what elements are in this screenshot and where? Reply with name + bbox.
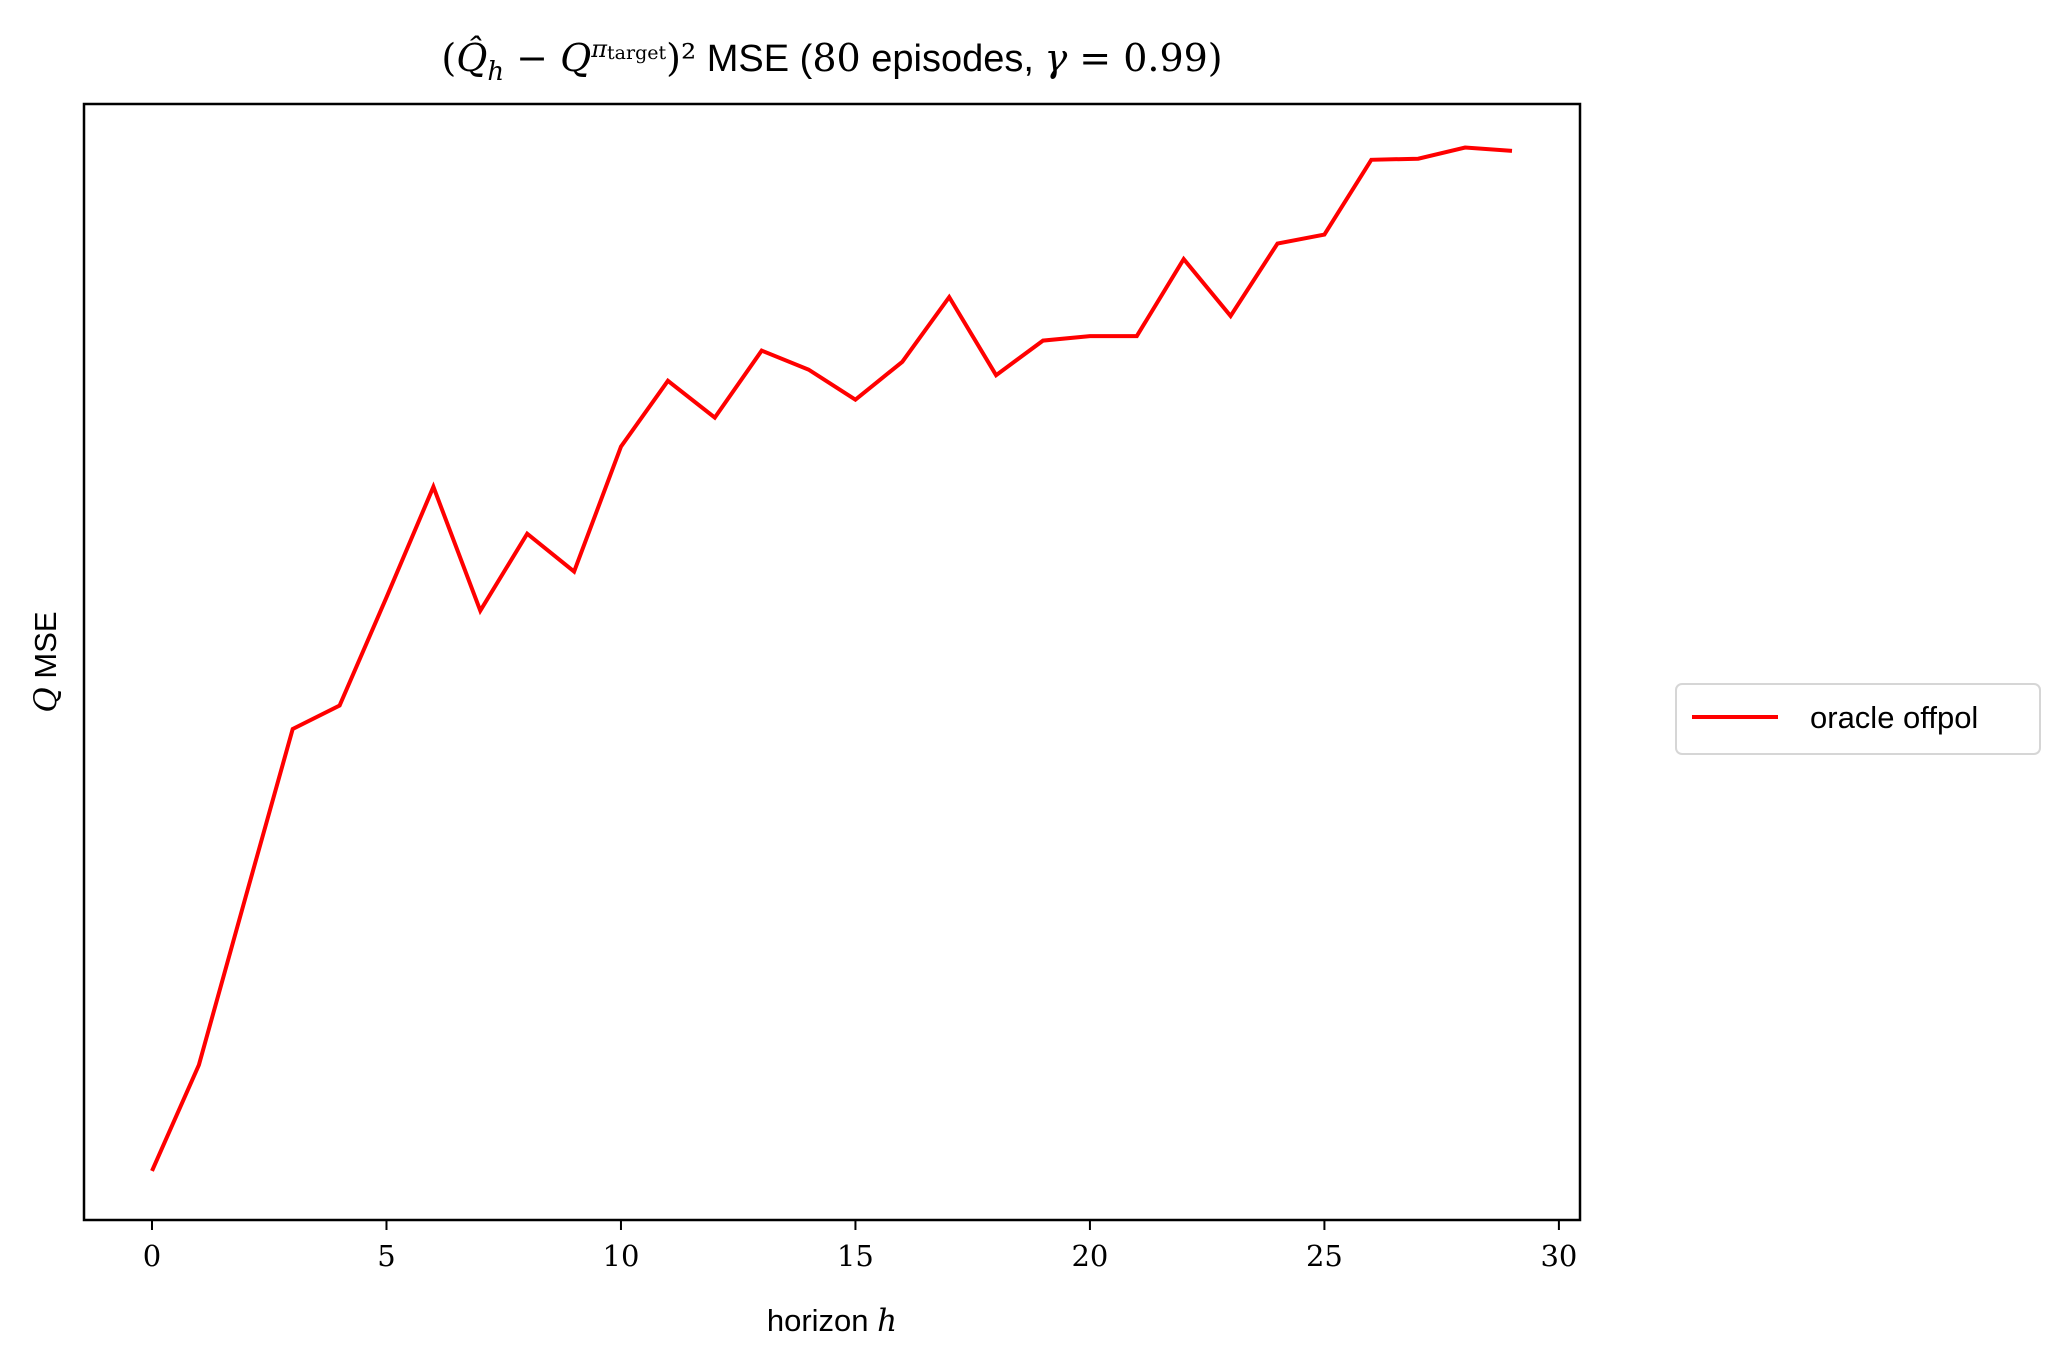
- chart-title: (Q̂h − Qπtarget)² MSE (80 episodes, γ = …: [441, 35, 1222, 87]
- plot-area-frame: [82, 102, 1582, 1222]
- x-axis-label: horizon h: [767, 1303, 897, 1339]
- legend: oracle offpol: [1675, 683, 2041, 755]
- x-tick-label: 30: [1540, 1239, 1577, 1273]
- y-axis-label: Q MSE: [28, 611, 64, 712]
- legend-box: [1675, 683, 2041, 755]
- series-line-oracle-offpol: [150, 145, 1513, 1172]
- x-tick-label: 25: [1306, 1239, 1343, 1273]
- x-tick-label: 20: [1071, 1239, 1108, 1273]
- series-layer: [150, 145, 1513, 1172]
- legend-label-oracle-offpol: oracle offpol: [1810, 700, 1978, 735]
- x-tick-label: 5: [377, 1239, 395, 1273]
- x-tick-label: 0: [143, 1239, 161, 1273]
- x-tick-label: 15: [837, 1239, 874, 1273]
- x-axis-ticks: 0 5 10 15 20 25 30: [143, 1220, 1577, 1273]
- x-tick-label: 10: [603, 1239, 640, 1273]
